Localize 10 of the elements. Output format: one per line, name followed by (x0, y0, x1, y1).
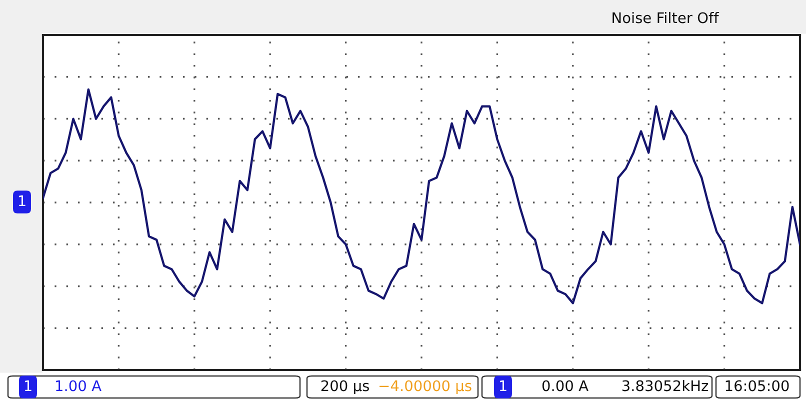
text: Noise Filter Off (612, 12, 720, 24)
text: 0.00 A (542, 380, 588, 392)
text: 1 (18, 195, 26, 206)
text: −4.00000 µs (380, 380, 472, 394)
text: 1 (24, 380, 32, 392)
text: 3.83052kHz (622, 380, 708, 392)
text: 1.00 A (56, 380, 102, 392)
text: 16:05:00 (726, 380, 789, 392)
text: 1 (500, 380, 506, 392)
text: 200 µs (321, 380, 369, 394)
